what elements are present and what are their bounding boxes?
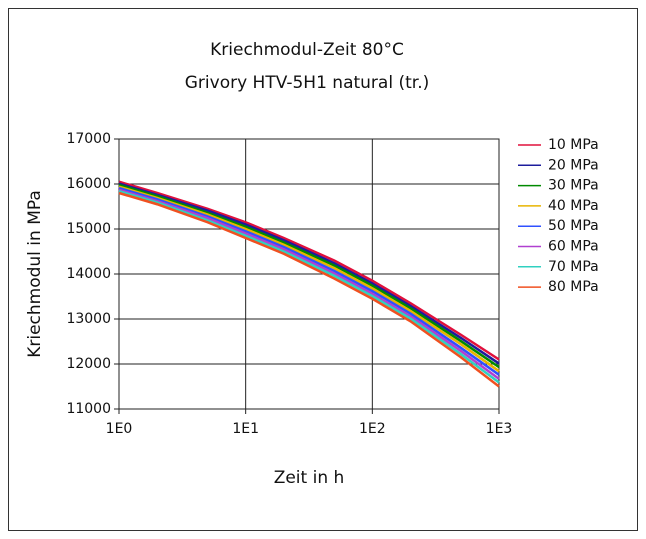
- legend-label: 50 MPa: [548, 218, 599, 234]
- x-tick-label: 1E1: [232, 421, 259, 437]
- series-line: [118, 188, 500, 380]
- y-tick-label: 12000: [66, 356, 111, 372]
- legend-label: 40 MPa: [548, 198, 599, 214]
- legend-label: 10 MPa: [548, 137, 599, 153]
- x-axis-title: Zeit in h: [274, 468, 345, 488]
- y-tick-label: 14000: [66, 266, 111, 282]
- y-tick-label: 13000: [66, 311, 111, 327]
- legend-label: 20 MPa: [548, 157, 599, 173]
- series-line: [118, 182, 500, 365]
- series-line: [118, 185, 500, 373]
- legend-label: 60 MPa: [548, 239, 599, 255]
- legend-label: 70 MPa: [548, 259, 599, 275]
- y-tick-label: 15000: [66, 221, 111, 237]
- legend-label: 30 MPa: [548, 178, 599, 194]
- y-tick-label: 17000: [66, 131, 111, 147]
- y-tick-label: 16000: [66, 176, 111, 192]
- y-tick-label: 11000: [66, 401, 111, 417]
- series-line: [118, 183, 500, 369]
- chart-title: Kriechmodul-Zeit 80°C: [210, 40, 404, 60]
- plot-border: [118, 138, 500, 410]
- series-line: [118, 190, 500, 384]
- y-axis-title: Kriechmodul in MPa: [25, 190, 45, 358]
- x-tick-label: 1E2: [359, 421, 386, 437]
- x-tick-label: 1E0: [106, 421, 133, 437]
- legend-label: 80 MPa: [548, 279, 599, 295]
- series-line: [118, 180, 500, 361]
- series-line: [118, 186, 500, 376]
- x-tick-label: 1E3: [486, 421, 513, 437]
- chart-subtitle: Grivory HTV-5H1 natural (tr.): [185, 73, 429, 93]
- series-line: [118, 191, 500, 388]
